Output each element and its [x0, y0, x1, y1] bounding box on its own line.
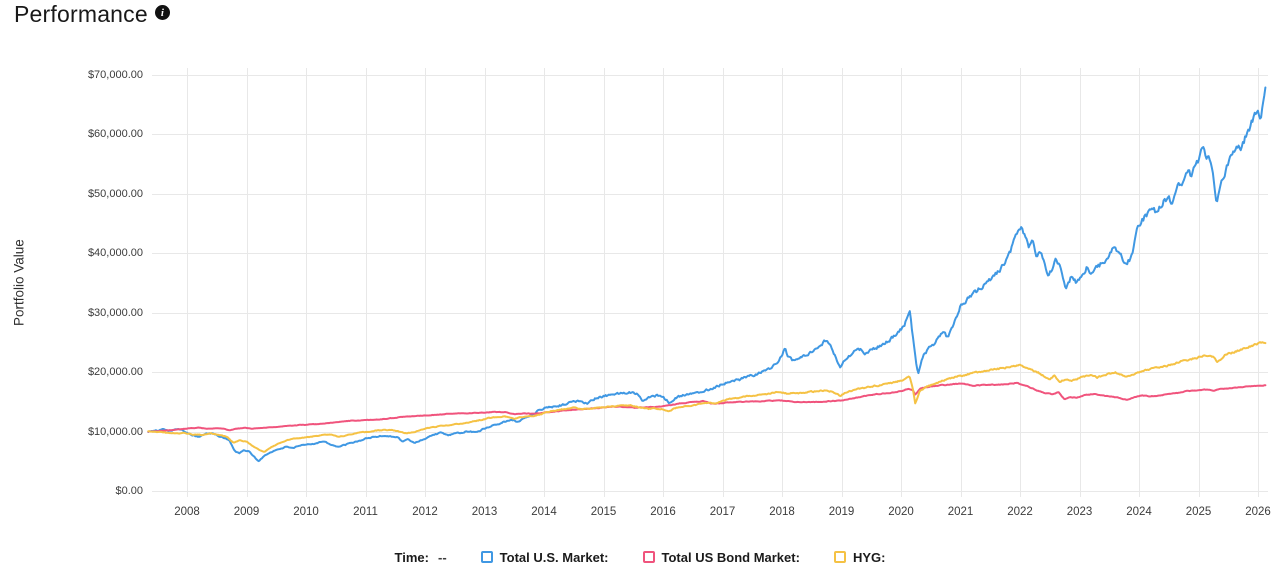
page-header: Performance i: [14, 0, 170, 28]
y-axis-tick-label: $50,000.00: [87, 187, 143, 200]
series-line-total-u-s-market[interactable]: [147, 86, 1267, 463]
x-axis-tick-label: 2023: [1066, 506, 1093, 518]
legend-item-hyg[interactable]: HYG:: [833, 549, 886, 565]
x-axis-tick-label: 2016: [650, 506, 676, 518]
y-axis-tick-label: $30,000.00: [87, 306, 143, 319]
legend-item-label: Total US Bond Market:: [661, 549, 800, 565]
x-axis-tick-label: 2026: [1245, 506, 1271, 518]
x-axis-tick-label: 2009: [233, 506, 260, 518]
x-axis-tick-label: 2010: [293, 506, 319, 518]
legend-swatch-icon: [833, 551, 846, 563]
y-axis-tick-label: $40,000.00: [87, 247, 143, 260]
legend-item-total-us-bond-market[interactable]: Total US Bond Market:: [642, 549, 800, 565]
y-axis-tick-label: $0.00: [115, 485, 143, 497]
y-axis-tick-label: $60,000.00: [87, 128, 143, 141]
x-axis-tick-label: 2024: [1126, 506, 1152, 518]
y-axis-tick-label: $70,000.00: [87, 69, 143, 81]
legend-time: Time: --: [395, 550, 447, 565]
legend-item-label: HYG:: [852, 549, 886, 565]
x-axis-tick-label: 2017: [709, 506, 736, 518]
x-axis-tick-label: 2014: [531, 506, 557, 518]
info-icon[interactable]: i: [154, 5, 170, 20]
series-line-hyg[interactable]: [147, 341, 1267, 453]
chart-legend: Time: -- Total U.S. Market: Total US Bond…: [0, 546, 1280, 568]
y-axis-tick-label: $20,000.00: [87, 366, 143, 379]
x-axis-tick-label: 2012: [412, 506, 438, 518]
x-axis-tick-label: 2008: [174, 506, 200, 518]
x-axis-tick-label: 2011: [353, 506, 378, 518]
legend-item-label: Total U.S. Market:: [499, 549, 609, 565]
x-axis-tick-label: 2015: [590, 506, 617, 518]
x-axis-tick-label: 2020: [888, 506, 914, 518]
legend-time-label: Time:: [394, 549, 429, 565]
x-axis-tick-label: 2013: [471, 506, 498, 518]
x-axis-tick-label: 2025: [1185, 506, 1212, 518]
legend-time-value: --: [437, 549, 447, 565]
series-line-total-us-bond-market[interactable]: [147, 381, 1267, 433]
y-axis-tick-label: $10,000.00: [87, 425, 143, 438]
x-axis-tick-label: 2021: [947, 506, 974, 518]
legend-swatch-icon: [480, 551, 493, 563]
legend-item-total-u-s-market[interactable]: Total U.S. Market:: [480, 549, 609, 565]
page-title: Performance: [14, 1, 148, 27]
x-axis-tick-label: 2018: [769, 506, 795, 518]
legend-swatch-icon: [642, 551, 655, 563]
x-axis-tick-label: 2019: [828, 506, 855, 518]
x-axis-tick-label: 2022: [1007, 506, 1033, 518]
